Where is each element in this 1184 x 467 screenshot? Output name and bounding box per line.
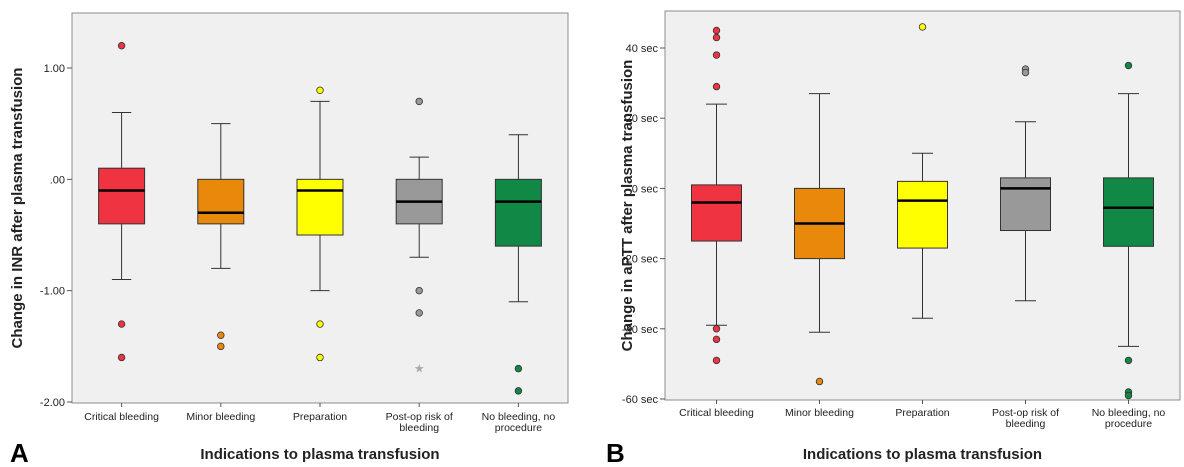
box	[197, 178, 245, 225]
outlier-point	[1021, 68, 1030, 77]
outlier-point	[415, 309, 423, 317]
outlier-point	[712, 356, 721, 365]
x-tick-label: procedure	[495, 422, 542, 434]
outlier-point	[117, 353, 126, 362]
outlier-point	[1124, 391, 1133, 400]
y-tick-label: 1.00	[44, 63, 65, 75]
y-tick-label: -60 sec	[622, 394, 659, 406]
outlier-point	[415, 97, 423, 106]
outlier-point	[217, 342, 225, 351]
x-tick-label: Minor bleeding	[186, 411, 255, 423]
outlier-point	[514, 387, 523, 395]
x-tick-label: bleeding	[399, 422, 439, 434]
outlier-point	[1124, 61, 1133, 70]
y-tick-label: 40 sec	[626, 43, 659, 55]
outlier-point	[117, 42, 126, 50]
y-tick-label: -20 sec	[622, 254, 659, 266]
box	[691, 184, 742, 242]
y-tick-label: .00	[50, 174, 65, 186]
outlier-point	[712, 335, 721, 344]
box	[494, 178, 542, 247]
x-tick-label: Critical bleeding	[84, 411, 159, 423]
outlier-point	[712, 33, 721, 42]
x-tick-label: Preparation	[895, 407, 949, 419]
box	[296, 178, 344, 236]
box	[1103, 177, 1154, 247]
x-tick-label: Minor bleeding	[785, 407, 854, 419]
x-tick-label: Preparation	[293, 411, 347, 423]
x-axis-label: Indications to plasma transfusion	[200, 446, 439, 463]
panel-letter: A	[10, 438, 29, 467]
panel-letter: B	[606, 438, 625, 467]
x-tick-label: procedure	[1105, 418, 1152, 430]
outlier-point	[514, 364, 523, 373]
box	[1000, 177, 1051, 232]
outlier-point	[316, 353, 324, 362]
chart-panel-b: 40 sec 20 sec 0 sec -20 sec -40 sec -60 sec Ch…	[606, 10, 1181, 467]
outlier-point	[712, 82, 721, 91]
outlier-point	[918, 23, 927, 31]
x-tick-label: No bleeding, no	[482, 411, 556, 423]
outlier-point	[117, 320, 126, 328]
outlier-point	[815, 377, 824, 386]
x-tick-label: No bleeding, no	[1092, 407, 1166, 419]
x-tick-label: Post-op risk of	[992, 407, 1059, 419]
x-tick-label: bleeding	[1006, 418, 1046, 430]
extreme-point: ★	[414, 362, 425, 376]
x-tick-label: Critical bleeding	[679, 407, 754, 419]
y-tick-label: 20 sec	[626, 113, 659, 125]
outlier-point	[316, 320, 324, 328]
outlier-point	[217, 331, 225, 339]
x-axis-label: Indications to plasma transfusion	[803, 446, 1042, 463]
outlier-point	[1124, 356, 1133, 365]
outlier-point	[712, 26, 721, 35]
y-tick-label: -2.00	[40, 397, 65, 409]
outlier-point	[712, 325, 721, 333]
outlier-point	[415, 286, 423, 295]
box	[98, 167, 146, 225]
y-tick-label: -40 sec	[622, 324, 659, 336]
y-axis-label: Change in INR after plasma transfusion	[9, 68, 26, 349]
y-axis-label: Change in aPTT after plasma transfusion	[619, 60, 636, 352]
y-tick-label: 0 sec	[632, 183, 659, 195]
y-tick-label: -1.00	[40, 286, 65, 298]
x-tick-label: Post-op risk of	[386, 411, 453, 423]
box	[897, 180, 948, 249]
chart-panel-a: 1.00 .00 -1.00 -2.00 Change in INR after pla…	[9, 12, 569, 467]
outlier-point	[712, 51, 721, 59]
outlier-point	[316, 86, 324, 94]
